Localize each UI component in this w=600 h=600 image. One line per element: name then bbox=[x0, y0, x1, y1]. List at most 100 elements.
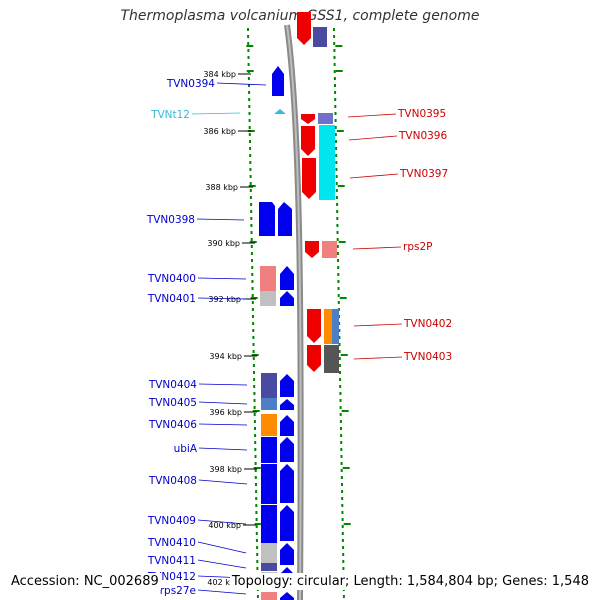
track-dot bbox=[341, 490, 344, 493]
track-dot bbox=[337, 273, 340, 276]
gene-box bbox=[261, 464, 277, 504]
gene-label-group[interactable]: rps2P bbox=[352, 241, 432, 253]
track-dot bbox=[251, 266, 254, 269]
gene-label-group[interactable]: TVN0405 bbox=[148, 397, 248, 409]
track-dot bbox=[334, 105, 337, 108]
track-tick bbox=[251, 354, 259, 356]
gene-label[interactable]: TVN0395 bbox=[397, 108, 446, 120]
track-dot bbox=[248, 126, 251, 129]
track-tick bbox=[338, 241, 346, 243]
track-dot bbox=[335, 154, 338, 157]
gene-label[interactable]: rps27e bbox=[160, 585, 196, 597]
track-dot bbox=[333, 77, 336, 80]
track-dot bbox=[339, 392, 342, 395]
gene-label-group[interactable]: TVN0394 bbox=[166, 78, 267, 90]
gene-label[interactable]: TVN0400 bbox=[147, 273, 196, 285]
gene-label-group[interactable]: TVN0403 bbox=[353, 351, 452, 363]
gene-label[interactable]: TVNt12 bbox=[150, 109, 190, 121]
gene-label[interactable]: TVN0408 bbox=[148, 475, 197, 487]
gene-label-group[interactable]: TVN0395 bbox=[347, 108, 446, 120]
gene-label-group[interactable]: TVN0398 bbox=[146, 214, 245, 226]
gene-arrow bbox=[307, 309, 321, 343]
gene-label[interactable]: TVN0397 bbox=[399, 168, 448, 180]
gene-label[interactable]: TVN0398 bbox=[146, 214, 195, 226]
track-dot bbox=[340, 469, 343, 472]
gene-arrow bbox=[259, 202, 275, 236]
track-dot bbox=[251, 259, 253, 262]
track-dot bbox=[335, 147, 338, 150]
track-dot bbox=[342, 560, 345, 563]
track-dot bbox=[250, 224, 253, 227]
track-dot bbox=[337, 294, 340, 297]
ruler-tick: 388 kbp bbox=[205, 183, 253, 192]
gene-label-group[interactable]: TVN0396 bbox=[348, 130, 447, 142]
gene-label-group[interactable]: TVN0408 bbox=[148, 475, 248, 487]
gene-label[interactable]: TVN0410 bbox=[147, 537, 196, 549]
gene-label[interactable]: TVN0405 bbox=[148, 397, 197, 409]
track-dot bbox=[248, 105, 251, 108]
gene-label[interactable]: ubiA bbox=[174, 443, 198, 455]
gene-label[interactable]: TVN0409 bbox=[147, 515, 196, 527]
track-dot bbox=[341, 504, 344, 507]
tick-label: 388 kbp bbox=[205, 183, 238, 192]
track-dot bbox=[254, 441, 257, 444]
gene-arrow bbox=[307, 345, 321, 372]
track-dot bbox=[342, 595, 345, 598]
ruler-tick: 400 kbp bbox=[208, 521, 256, 530]
gene-label-group[interactable]: TVN0404 bbox=[148, 379, 248, 391]
gene-arrow bbox=[280, 266, 294, 290]
gene-arrow bbox=[302, 158, 316, 199]
accession-text: Accession: NC_002689 bbox=[9, 573, 161, 590]
gene-box bbox=[261, 592, 277, 600]
track-dot bbox=[339, 413, 342, 416]
gene-label[interactable]: TVN0394 bbox=[166, 78, 215, 90]
gene-label-group[interactable]: TVN0402 bbox=[353, 318, 452, 330]
gene-label-group[interactable]: TVN0411 bbox=[147, 555, 247, 569]
track-dot bbox=[333, 28, 335, 31]
gene-label-group[interactable]: TVNt12 bbox=[150, 109, 241, 121]
track-dot bbox=[336, 217, 339, 220]
track-dot bbox=[333, 49, 336, 52]
gene-box bbox=[324, 309, 332, 344]
track-dot bbox=[339, 399, 342, 402]
track-dot bbox=[339, 378, 342, 381]
gene-label[interactable]: TVN0403 bbox=[403, 351, 452, 363]
gene-label-group[interactable]: TVN0406 bbox=[148, 419, 248, 431]
track-dot bbox=[338, 350, 341, 353]
gene-label-group[interactable]: TVN0401 bbox=[147, 293, 247, 305]
track-dot bbox=[341, 483, 343, 486]
gene-arrow bbox=[305, 241, 319, 258]
gene-label-group[interactable]: TVN0397 bbox=[349, 168, 448, 180]
gene-label-group[interactable]: TVN0410 bbox=[147, 537, 247, 554]
track-tick bbox=[252, 410, 260, 412]
gene-box bbox=[318, 113, 333, 124]
track-dot bbox=[333, 63, 336, 66]
tick-label: 398 kbp bbox=[209, 465, 242, 474]
gene-label[interactable]: rps2P bbox=[403, 241, 432, 253]
gene-label[interactable]: TVN0402 bbox=[403, 318, 452, 330]
gene-label-group[interactable]: TVN0400 bbox=[147, 273, 247, 285]
gene-label[interactable]: TVN0404 bbox=[148, 379, 197, 391]
track-dot bbox=[339, 385, 342, 388]
gene-label-group[interactable]: TVN0409 bbox=[147, 515, 247, 527]
gene-label-group[interactable]: rps27e bbox=[160, 585, 247, 597]
gene-label[interactable]: TVN0411 bbox=[147, 555, 196, 567]
track-tick bbox=[246, 70, 254, 72]
ruler-tick: 390 kbp bbox=[207, 239, 255, 248]
gene-label[interactable]: TVN0401 bbox=[147, 293, 196, 305]
gene-box bbox=[261, 437, 277, 463]
reverse-genes bbox=[297, 12, 339, 373]
track-dot bbox=[340, 448, 343, 451]
gene-label[interactable]: TVN0396 bbox=[398, 130, 447, 142]
track-dot bbox=[253, 371, 255, 374]
gene-arrow bbox=[280, 374, 294, 397]
track-dot bbox=[252, 322, 255, 325]
gene-label[interactable]: TVN0406 bbox=[148, 419, 197, 431]
ruler: 384 kbp 386 kbp 388 kbp 390 kbp 392 kbp … bbox=[203, 70, 257, 587]
track-dot bbox=[336, 238, 339, 241]
gene-arrow bbox=[301, 114, 315, 124]
track-dot bbox=[335, 161, 338, 164]
track-dot bbox=[247, 49, 250, 52]
gene-label-group[interactable]: ubiA bbox=[174, 443, 248, 455]
track-dot bbox=[249, 175, 252, 178]
